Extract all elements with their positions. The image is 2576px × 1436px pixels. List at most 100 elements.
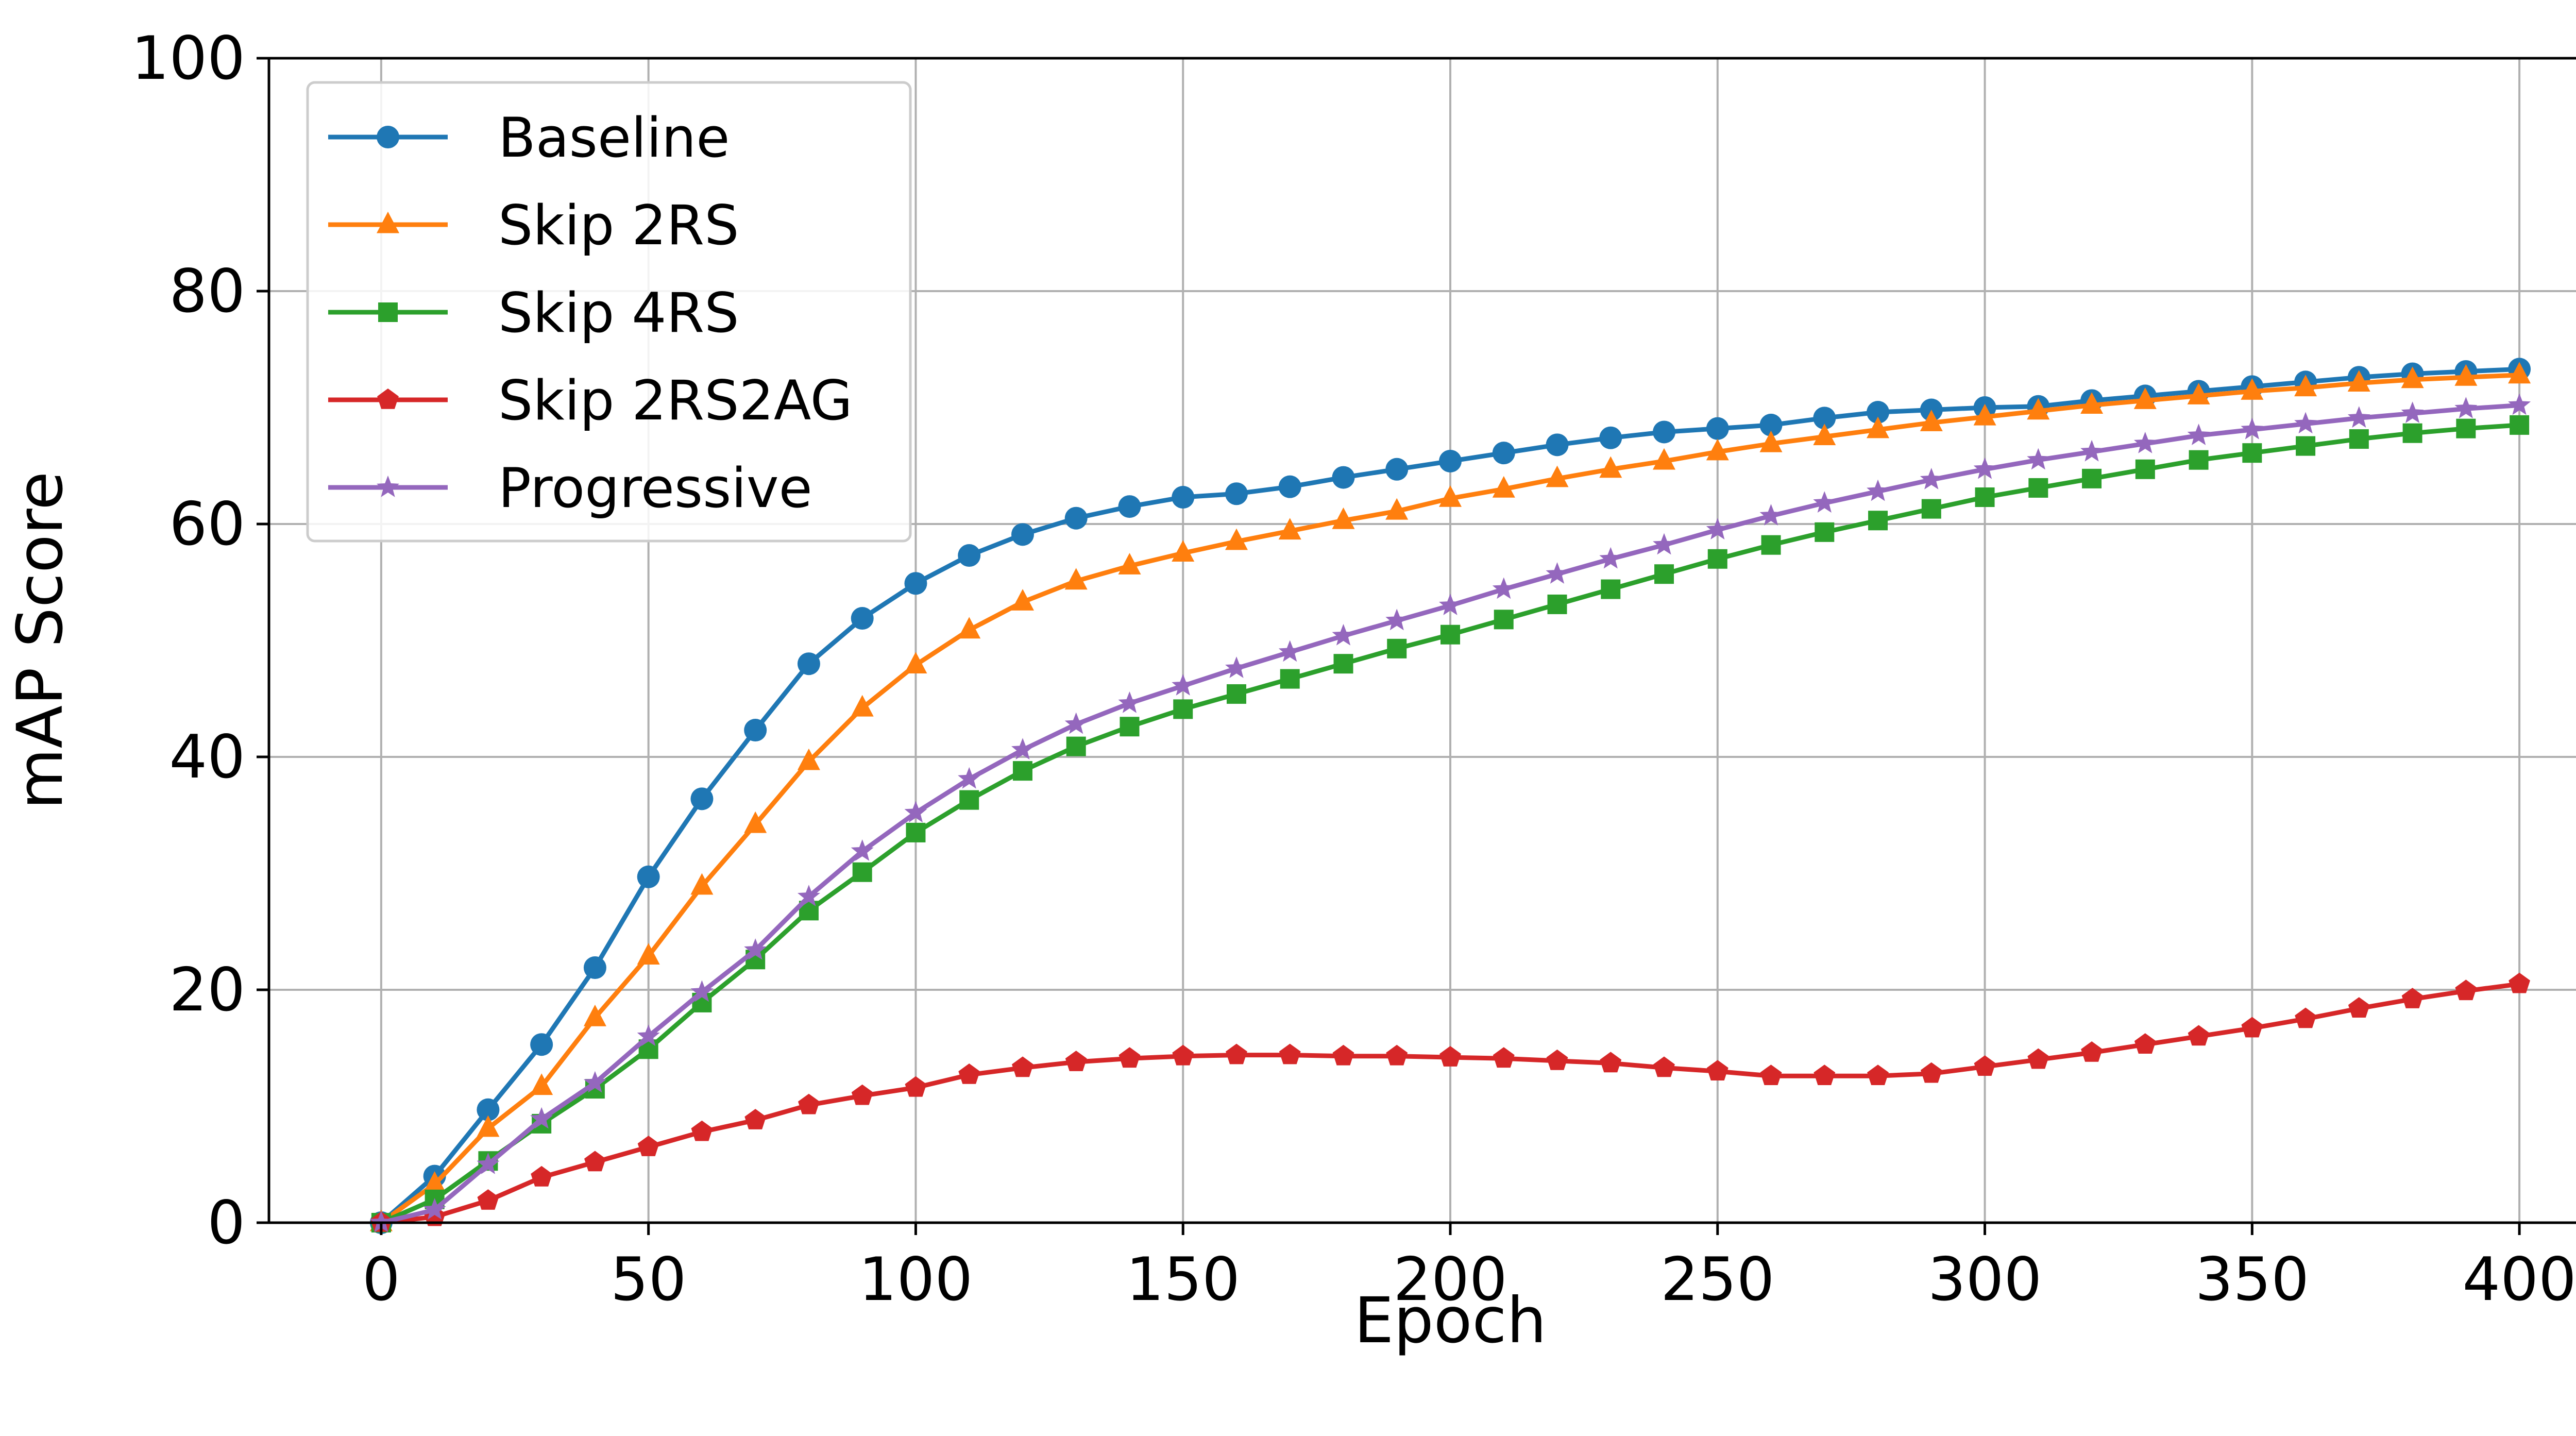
data-point-skip-2rs2ag xyxy=(798,1093,820,1114)
y-tick-label: 20 xyxy=(169,955,245,1025)
data-point-skip-2rs xyxy=(1278,518,1301,540)
data-point-skip-2rs2ag xyxy=(584,1151,606,1172)
data-point-baseline xyxy=(1867,401,1890,424)
data-point-skip-2rs2ag xyxy=(851,1084,873,1105)
data-point-progressive xyxy=(1546,562,1569,584)
data-point-skip-2rs xyxy=(583,1004,606,1026)
data-point-progressive xyxy=(583,1071,606,1093)
data-point-skip-2rs xyxy=(744,811,767,833)
legend-label: Progressive xyxy=(498,457,812,520)
data-point-skip-2rs xyxy=(2454,364,2478,386)
data-point-progressive xyxy=(423,1198,446,1220)
data-point-skip-2rs2ag xyxy=(1600,1052,1622,1073)
data-point-baseline xyxy=(958,544,981,567)
data-point-progressive xyxy=(2187,424,2210,445)
data-point-baseline xyxy=(477,1098,500,1121)
data-point-skip-2rs xyxy=(958,617,981,639)
data-point-skip-2rs xyxy=(1546,465,1569,487)
data-point-skip-2rs2ag xyxy=(1974,1055,1996,1076)
data-point-progressive xyxy=(2080,440,2103,462)
data-point-skip-2rs2ag xyxy=(531,1165,553,1187)
data-point-skip-2rs2ag xyxy=(1867,1065,1889,1085)
data-point-skip-2rs xyxy=(1973,403,1996,426)
y-tick-label: 0 xyxy=(207,1188,245,1258)
data-point-skip-2rs xyxy=(1867,416,1889,438)
x-tick-label: 150 xyxy=(1126,1245,1240,1314)
data-point-progressive xyxy=(637,1024,660,1046)
data-point-progressive xyxy=(1064,712,1088,734)
data-point-skip-4rs xyxy=(1387,638,1407,658)
data-point-skip-2rs2ag xyxy=(2401,988,2424,1008)
x-tick-label: 50 xyxy=(611,1245,687,1314)
data-point-baseline xyxy=(1278,475,1301,498)
data-point-skip-2rs2ag xyxy=(905,1076,927,1097)
data-point-skip-4rs xyxy=(2456,418,2476,438)
data-point-baseline xyxy=(1653,420,1676,444)
data-point-skip-2rs xyxy=(1172,540,1195,562)
data-point-progressive xyxy=(798,885,820,906)
legend-marker xyxy=(377,126,399,148)
data-point-skip-2rs xyxy=(1064,568,1088,590)
data-point-progressive xyxy=(1278,640,1301,662)
data-point-skip-4rs xyxy=(1440,624,1460,645)
data-point-progressive xyxy=(1867,479,1889,501)
legend-marker xyxy=(378,302,398,322)
data-point-skip-2rs xyxy=(2187,383,2210,404)
data-point-skip-2rs xyxy=(690,873,714,895)
data-point-skip-2rs2ag xyxy=(1172,1044,1194,1066)
data-point-baseline xyxy=(1172,486,1195,509)
data-point-skip-2rs xyxy=(423,1171,446,1193)
data-point-baseline xyxy=(530,1033,553,1056)
data-point-progressive xyxy=(2294,412,2317,434)
data-point-skip-2rs xyxy=(1439,485,1462,507)
data-point-skip-2rs xyxy=(2401,366,2424,388)
data-point-skip-2rs2ag xyxy=(1226,1043,1247,1065)
data-point-skip-2rs2ag xyxy=(958,1063,980,1084)
axis-ticks: 0 50 100 150 200 250 300 350 400 0 20 40 60 80 100 xyxy=(131,24,2576,1314)
data-point-progressive xyxy=(2133,432,2157,453)
data-point-skip-2rs2ag xyxy=(1653,1056,1675,1077)
data-point-skip-2rs2ag xyxy=(2455,979,2477,1001)
data-point-skip-4rs xyxy=(1654,564,1674,584)
data-point-skip-4rs xyxy=(2135,459,2155,479)
data-point-skip-2rs xyxy=(1759,430,1783,452)
data-point-progressive xyxy=(2454,397,2478,418)
data-point-baseline xyxy=(1118,495,1141,518)
data-point-skip-4rs xyxy=(1333,654,1353,674)
series-skip-2rs2ag xyxy=(370,972,2530,1232)
data-point-baseline xyxy=(1385,458,1409,481)
data-point-baseline xyxy=(1439,449,1462,472)
data-point-progressive xyxy=(2347,406,2370,428)
data-point-progressive xyxy=(1653,533,1675,555)
data-point-skip-2rs xyxy=(1920,410,1943,431)
legend-item-skip-4rs: Skip 4RS xyxy=(328,281,739,345)
data-point-skip-2rs2ag xyxy=(1439,1046,1461,1067)
data-point-skip-4rs xyxy=(1120,717,1140,737)
legend-item-progressive: Progressive xyxy=(328,457,812,520)
data-point-skip-4rs xyxy=(1761,535,1781,555)
data-point-skip-4rs xyxy=(1707,549,1727,569)
data-point-baseline xyxy=(583,956,606,979)
legend-label: Skip 2RS xyxy=(498,194,739,257)
data-point-skip-2rs xyxy=(1011,589,1034,611)
data-point-skip-2rs xyxy=(2133,387,2157,409)
data-point-progressive xyxy=(2241,417,2264,440)
data-point-progressive xyxy=(1011,738,1034,760)
data-point-baseline xyxy=(851,607,874,630)
data-point-skip-4rs xyxy=(1601,579,1621,599)
data-point-skip-2rs2ag xyxy=(1118,1047,1141,1068)
data-point-baseline xyxy=(1064,506,1088,530)
legend-label: Skip 4RS xyxy=(498,281,739,345)
data-point-baseline xyxy=(744,719,767,742)
data-point-skip-2rs2ag xyxy=(2134,1033,2156,1054)
data-point-skip-2rs xyxy=(530,1073,553,1095)
data-point-skip-2rs xyxy=(904,652,927,673)
data-point-skip-4rs xyxy=(2242,443,2262,463)
data-point-skip-2rs2ag xyxy=(2295,1007,2316,1028)
data-point-skip-2rs2ag xyxy=(1493,1047,1515,1068)
data-point-progressive xyxy=(530,1107,553,1129)
data-point-progressive xyxy=(1332,623,1355,646)
data-point-skip-2rs2ag xyxy=(1279,1043,1301,1065)
data-point-progressive xyxy=(1759,504,1783,526)
y-axis-label: mAP Score xyxy=(4,471,77,809)
